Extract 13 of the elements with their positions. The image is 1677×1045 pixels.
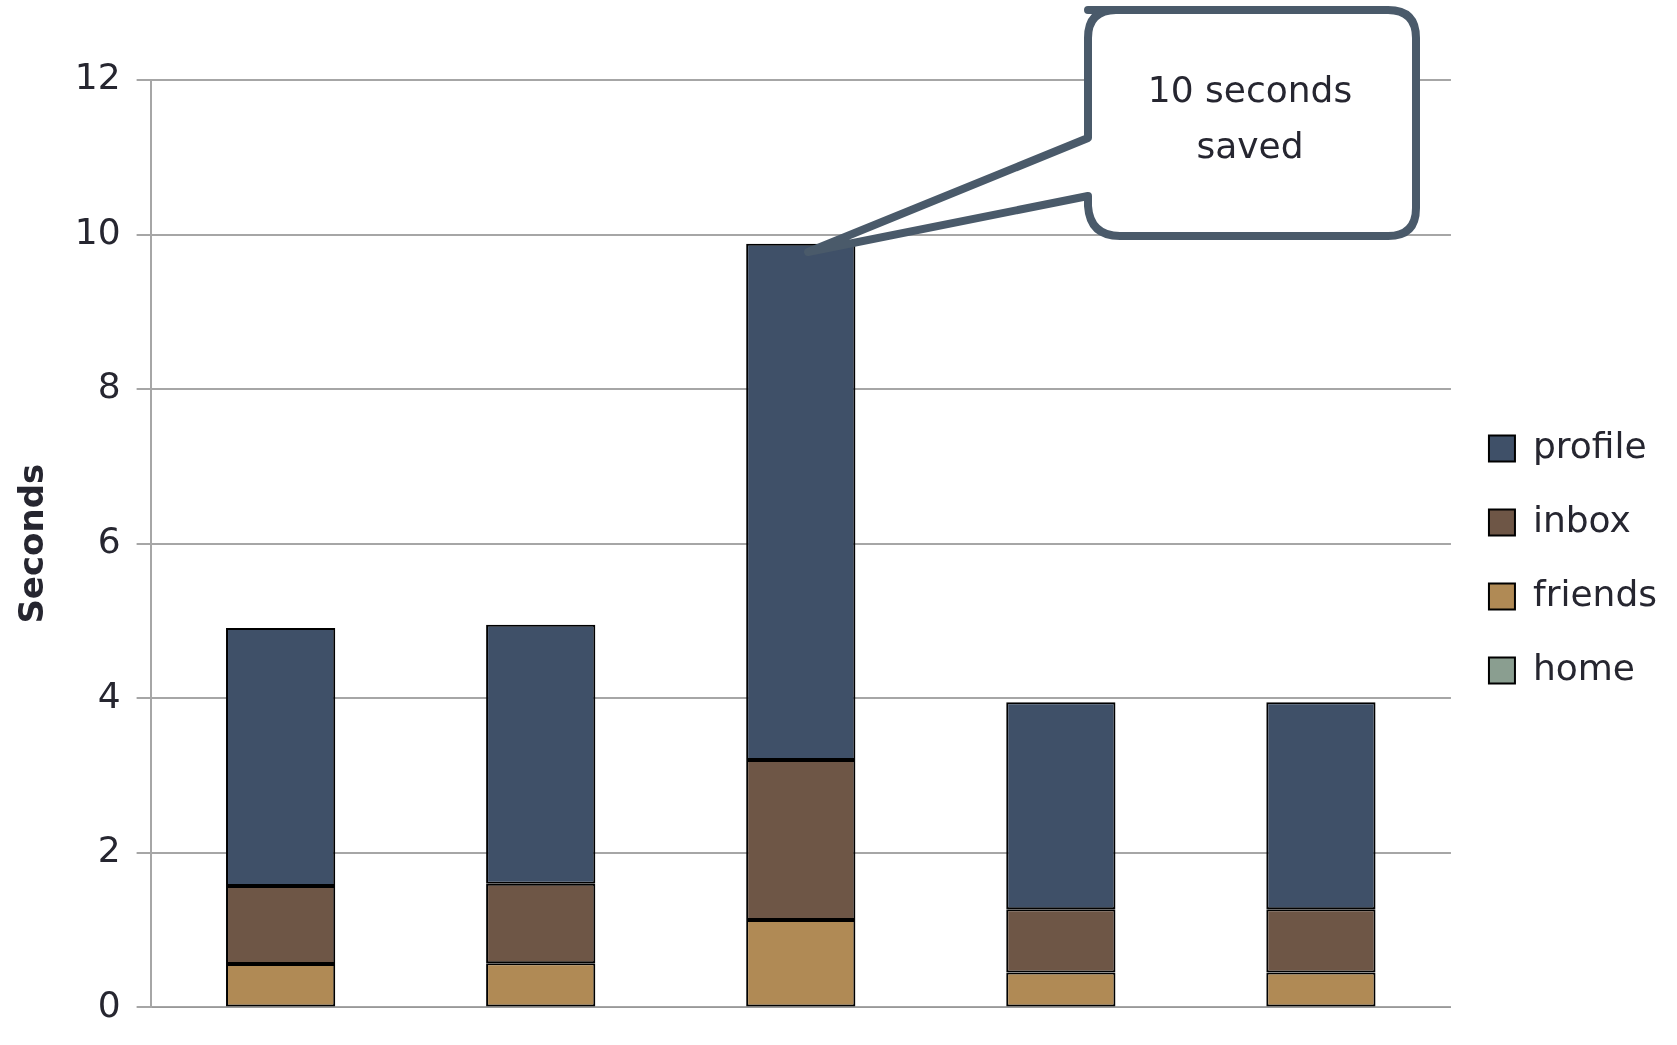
y-tick-label: 4 — [97, 674, 121, 716]
y-tick-label: 6 — [97, 520, 121, 562]
legend-label: friends — [1532, 572, 1658, 614]
y-tick-label: 10 — [74, 210, 121, 252]
y-tick-label: 8 — [97, 365, 121, 407]
legend-label: profile — [1532, 424, 1647, 466]
y-axis-title: Seconds — [11, 463, 52, 624]
legend-label: home — [1532, 646, 1636, 688]
legend-label: inbox — [1532, 498, 1631, 540]
y-tick-label: 12 — [74, 56, 121, 98]
y-tick-label: 0 — [97, 983, 121, 1025]
annotation: 10 seconds saved — [1146, 68, 1354, 168]
y-tick-label: 2 — [97, 829, 121, 871]
